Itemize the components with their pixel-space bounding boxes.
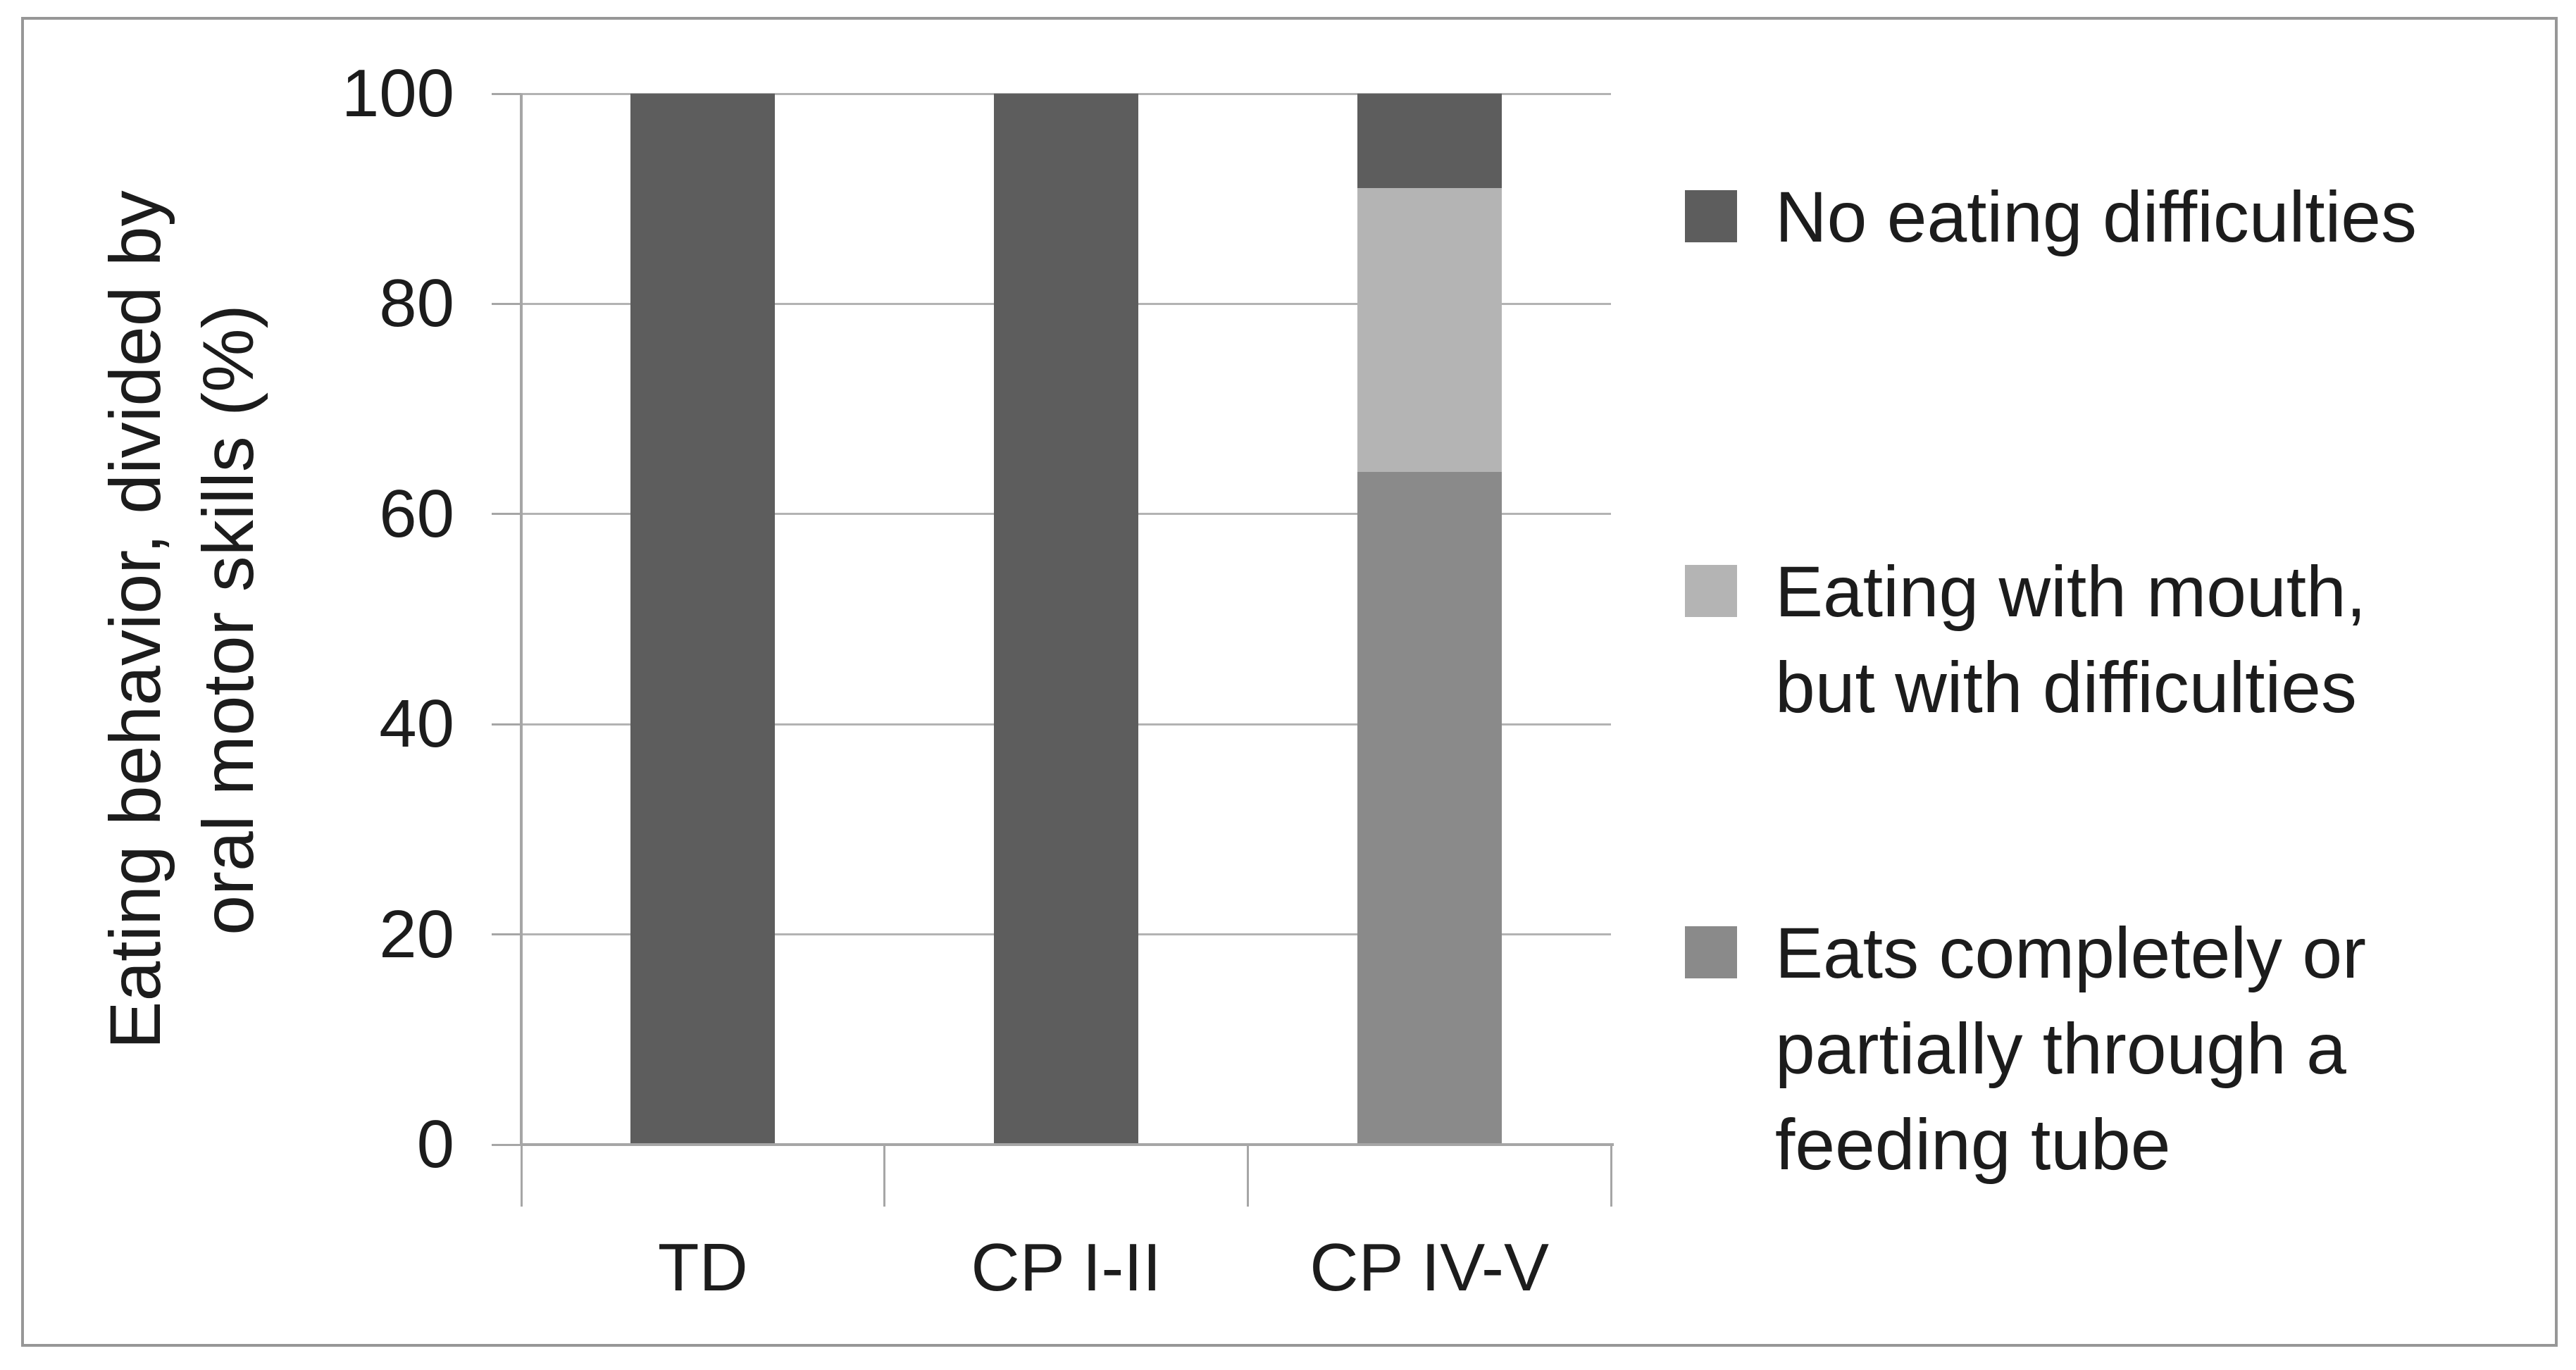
y-tick-label-80: 80 [379, 266, 454, 342]
y-axis-title-line-1: Eating behavior, divided by [95, 190, 175, 1050]
legend-label-line: partially through a [1775, 1009, 2346, 1089]
bar-segment-cp-iv-v-eats-completely-or-partially-through-a-feeding-tube [1357, 472, 1502, 1145]
x-axis-line [520, 1143, 1614, 1146]
legend-label-line: feeding tube [1775, 1104, 2171, 1185]
y-axis-line [520, 94, 523, 1145]
y-tick-mark-40 [492, 723, 521, 726]
legend-item-no-eating-difficulties: No eating difficulties [1685, 169, 2417, 265]
y-axis-title: Eating behavior, divided by oral motor s… [89, 190, 275, 1049]
bar-segment-td-no-eating-difficulties [630, 94, 776, 1145]
legend-item-eating-with-mouth-but-with-difficulties: Eating with mouth, but with difficulties [1685, 544, 2366, 735]
y-axis-title-line-2: oral motor skills (%) [188, 304, 268, 935]
x-tick-mark-0 [520, 1145, 523, 1207]
y-tick-mark-60 [492, 513, 521, 516]
legend-label-eats-completely-or-partially-through-a-feeding-tube: Eats completely or partially through a fee… [1775, 905, 2366, 1192]
legend-swatch-eats-completely-or-partially-through-a-feeding-tube [1685, 926, 1737, 978]
x-tick-mark-2 [1246, 1145, 1249, 1207]
y-tick-label-0: 0 [416, 1107, 454, 1182]
x-category-label-cp-iv-v: CP IV-V [1309, 1230, 1549, 1305]
x-tick-mark-3 [1610, 1145, 1612, 1207]
bar-segment-cp-i-ii-no-eating-difficulties [994, 94, 1138, 1145]
x-category-label-cp-i-ii: CP I-II [971, 1230, 1162, 1305]
legend-label-line: No eating difficulties [1775, 177, 2417, 257]
y-tick-mark-100 [492, 92, 521, 95]
chart-frame-border [21, 17, 2558, 1347]
y-tick-mark-20 [492, 933, 521, 936]
legend-label-eating-with-mouth-but-with-difficulties: Eating with mouth, but with difficulties [1775, 544, 2366, 735]
bar-segment-cp-iv-v-eating-with-mouth-but-with-difficulties [1357, 188, 1502, 473]
y-tick-label-100: 100 [341, 56, 454, 131]
y-tick-label-60: 60 [379, 475, 454, 552]
y-tick-label-20: 20 [379, 896, 454, 972]
x-category-label-td: TD [657, 1230, 748, 1305]
y-tick-mark-80 [492, 302, 521, 305]
legend-swatch-no-eating-difficulties [1685, 190, 1737, 242]
y-tick-mark-0 [492, 1143, 521, 1146]
legend-label-line: but with difficulties [1775, 647, 2357, 728]
bar-segment-cp-iv-v-no-eating-difficulties [1357, 94, 1502, 189]
x-tick-mark-1 [883, 1145, 886, 1207]
legend-item-eats-completely-or-partially-through-a-feeding-tube: Eats completely or partially through a fee… [1685, 905, 2366, 1192]
y-tick-label-40: 40 [379, 686, 454, 762]
legend-swatch-eating-with-mouth-but-with-difficulties [1685, 565, 1737, 617]
legend-label-line: Eating with mouth, [1775, 552, 2367, 632]
legend-label-line: Eats completely or [1775, 913, 2367, 993]
legend-label-no-eating-difficulties: No eating difficulties [1775, 169, 2417, 265]
